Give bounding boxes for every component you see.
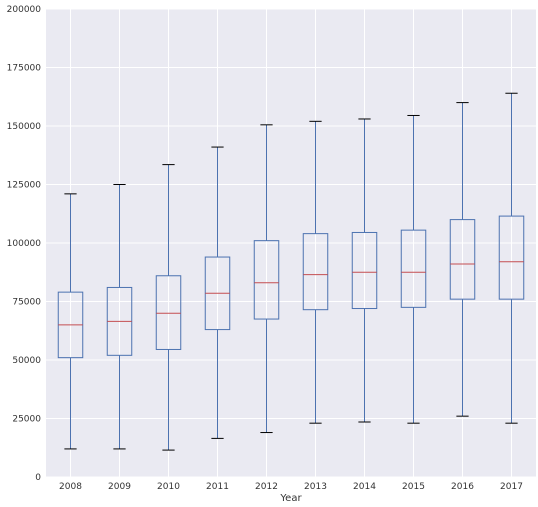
iqr-box — [498, 215, 525, 300]
iqr-box — [400, 229, 427, 308]
y-tick-label: 175000 — [7, 64, 42, 74]
box-2010 — [155, 164, 182, 451]
y-tick-label: 75000 — [12, 298, 41, 308]
x-tick-label: 2012 — [255, 482, 278, 492]
x-tick-label: 2011 — [206, 482, 229, 492]
iqr-box — [155, 275, 182, 350]
x-tick-label: 2014 — [353, 482, 376, 492]
iqr-box — [351, 231, 378, 310]
iqr-box — [253, 240, 280, 320]
box-2016 — [449, 102, 476, 417]
y-tick-label: 125000 — [7, 181, 42, 191]
x-tick-label: 2013 — [304, 482, 327, 492]
box-2008 — [57, 193, 84, 450]
x-tick-label: 2016 — [451, 482, 474, 492]
x-axis-title: Year — [279, 493, 302, 504]
box-2015 — [400, 114, 427, 424]
boxes-layer — [57, 92, 525, 451]
iqr-box — [302, 233, 329, 311]
x-tick-labels: 2008 2009 2010 2011 2012 2013 2014 2015 2016 2017 — [59, 482, 523, 492]
box-2009 — [106, 184, 133, 450]
y-tick-label: 150000 — [7, 122, 42, 132]
x-tick-label: 2015 — [402, 482, 425, 492]
box-2011 — [204, 146, 231, 439]
box-2017 — [498, 92, 525, 424]
x-tick-label: 2017 — [500, 482, 523, 492]
y-tick-label: 25000 — [12, 415, 41, 425]
y-tick-label: 50000 — [12, 356, 41, 366]
x-tick-label: 2008 — [59, 482, 82, 492]
box-2013 — [302, 120, 329, 424]
x-tick-label: 2009 — [108, 482, 131, 492]
box-2014 — [351, 118, 378, 423]
iqr-box — [449, 219, 476, 300]
y-tick-label: 100000 — [7, 239, 42, 249]
y-tick-label: 0 — [35, 473, 41, 483]
box-2012 — [253, 124, 280, 434]
y-tick-labels: 0 25000 50000 75000 100000 125000 150000 175000… — [7, 5, 42, 483]
y-tick-label: 200000 — [7, 5, 42, 15]
x-tick-label: 2010 — [157, 482, 180, 492]
